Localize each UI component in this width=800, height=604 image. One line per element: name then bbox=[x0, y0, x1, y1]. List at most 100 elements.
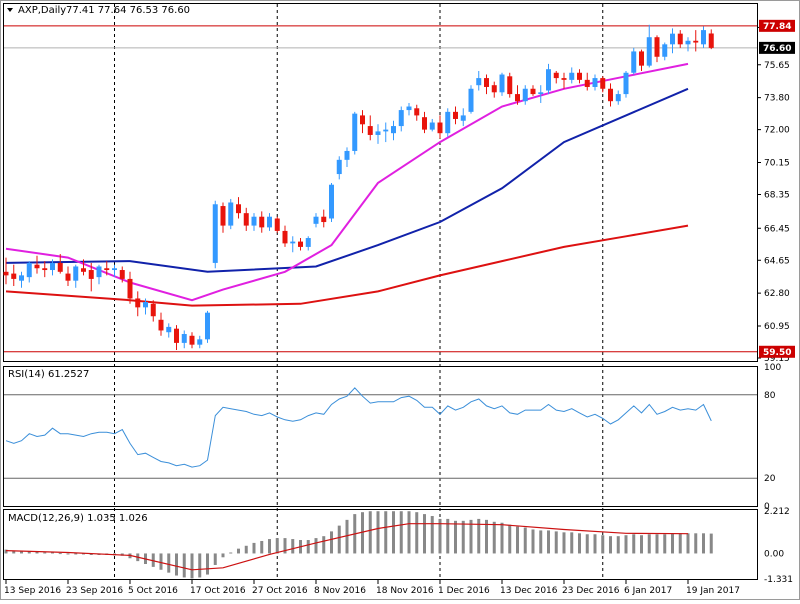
candle-body bbox=[42, 268, 48, 271]
time-tick-label: 23 Dec 2016 bbox=[562, 586, 620, 596]
candle-body bbox=[19, 275, 24, 281]
candle-body bbox=[228, 202, 234, 226]
candle-body bbox=[615, 94, 621, 102]
time-tick-label: 19 Jan 2017 bbox=[686, 586, 740, 596]
macd-histogram-bar bbox=[423, 514, 426, 554]
macd-histogram-bar bbox=[345, 519, 349, 554]
macd-histogram-bar bbox=[4, 549, 8, 554]
macd-histogram-bar bbox=[244, 545, 248, 554]
candle bbox=[662, 42, 668, 61]
candle-body bbox=[484, 78, 489, 87]
candle bbox=[398, 106, 404, 132]
candle-body bbox=[344, 150, 350, 160]
candle bbox=[491, 81, 497, 98]
candle bbox=[646, 24, 652, 68]
candle-body bbox=[212, 204, 218, 263]
candle-body bbox=[592, 78, 598, 87]
candle bbox=[391, 120, 396, 141]
macd-histogram-bar bbox=[438, 518, 442, 554]
candle-body bbox=[491, 85, 497, 93]
level-price-label: 59.50 bbox=[763, 348, 791, 358]
candle-body bbox=[414, 108, 420, 116]
candle-body bbox=[267, 216, 272, 228]
candle-body bbox=[104, 268, 110, 271]
candle-body bbox=[639, 51, 644, 66]
candle bbox=[476, 70, 482, 91]
candle-body bbox=[197, 339, 203, 345]
chevron-down-icon[interactable] bbox=[7, 8, 13, 12]
macd-histogram-bar bbox=[399, 511, 403, 554]
candle bbox=[112, 264, 117, 278]
candle bbox=[584, 72, 590, 91]
candle bbox=[569, 67, 575, 84]
candle bbox=[608, 83, 613, 107]
macd-histogram-bar bbox=[361, 512, 364, 554]
candle-body bbox=[50, 262, 55, 271]
candle bbox=[453, 106, 458, 125]
level-price-label: 77.84 bbox=[763, 22, 791, 32]
candle-body bbox=[174, 328, 179, 343]
candle bbox=[654, 35, 660, 63]
time-tick-label: 13 Dec 2016 bbox=[500, 586, 558, 596]
candle-body bbox=[81, 268, 86, 272]
candle-body bbox=[460, 115, 466, 121]
candle-body bbox=[584, 79, 590, 87]
candle bbox=[220, 202, 226, 233]
macd-histogram-bar bbox=[640, 535, 643, 554]
candle-body bbox=[360, 115, 365, 125]
macd-histogram-bar bbox=[322, 536, 326, 554]
candle-body bbox=[135, 298, 141, 308]
rsi-tick-label: 0 bbox=[764, 502, 770, 512]
candle-body bbox=[677, 33, 683, 45]
price-tick-label: 62.80 bbox=[764, 289, 790, 299]
time-tick-label: 8 Nov 2016 bbox=[314, 586, 366, 596]
candle-body bbox=[73, 266, 79, 281]
candle-body bbox=[26, 262, 32, 278]
candle-body bbox=[282, 230, 288, 244]
price-tick-label: 60.95 bbox=[764, 322, 790, 332]
candle-body bbox=[600, 78, 606, 89]
macd-histogram-bar bbox=[151, 553, 155, 567]
macd-histogram-bar bbox=[562, 532, 566, 554]
price-axis: 77.7575.6573.8072.0070.1568.3566.4564.65… bbox=[757, 19, 795, 364]
price-tick-label: 73.80 bbox=[764, 94, 790, 104]
macd-histogram-bar bbox=[585, 534, 589, 554]
candle bbox=[460, 108, 466, 127]
time-axis: 13 Sep 2016 23 Sep 2016 5 Oct 2016 17 Oct 2… bbox=[4, 580, 740, 596]
price-tick-label: 68.35 bbox=[764, 190, 790, 200]
macd-histogram-bar bbox=[461, 520, 465, 554]
rsi-tick-label: 20 bbox=[764, 474, 776, 484]
ma-mid-line bbox=[5, 87, 689, 273]
macd-histogram-bar bbox=[516, 526, 519, 554]
candle bbox=[367, 115, 373, 141]
macd-histogram-bar bbox=[702, 533, 705, 554]
macd-histogram-bar bbox=[182, 553, 186, 578]
macd-histogram-bar bbox=[601, 535, 605, 554]
macd-histogram-bar bbox=[35, 551, 39, 554]
candle bbox=[282, 225, 288, 247]
macd-histogram-bar bbox=[20, 551, 23, 554]
macd-signal-line bbox=[5, 523, 689, 571]
candle-body bbox=[437, 122, 443, 134]
macd-histogram-bar bbox=[624, 535, 628, 554]
rsi-tick-label: 80 bbox=[764, 391, 776, 401]
candle bbox=[26, 261, 32, 283]
macd-histogram-bar bbox=[291, 539, 295, 554]
macd-histogram-bar bbox=[275, 538, 279, 554]
candle bbox=[197, 335, 203, 349]
candle-body bbox=[608, 88, 613, 102]
candle bbox=[352, 111, 358, 155]
macd-histogram-bar bbox=[229, 552, 233, 554]
macd-histogram-bar bbox=[74, 553, 78, 555]
candle bbox=[701, 26, 706, 48]
candle bbox=[336, 156, 342, 180]
candle-body bbox=[143, 302, 148, 308]
candle-body bbox=[189, 335, 195, 345]
candle bbox=[88, 262, 94, 292]
candle-body bbox=[515, 94, 520, 102]
candle-body bbox=[398, 110, 404, 127]
candle-body bbox=[499, 74, 505, 93]
time-tick-label: 5 Oct 2016 bbox=[128, 586, 178, 596]
